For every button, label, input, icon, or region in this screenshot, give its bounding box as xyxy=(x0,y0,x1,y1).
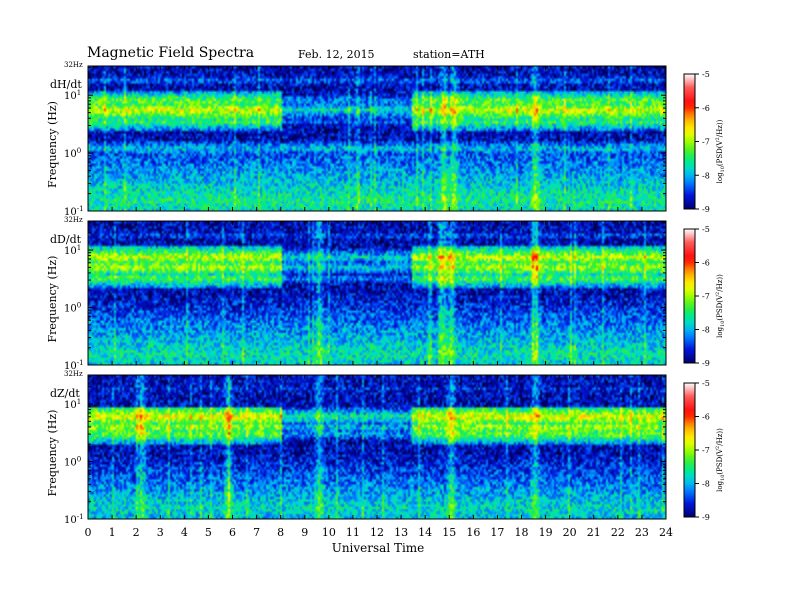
top-frequency-label: 32Hz xyxy=(64,216,83,224)
colorbar xyxy=(683,73,696,210)
x-tick-label: 3 xyxy=(157,526,164,539)
x-tick-label: 0 xyxy=(85,526,92,539)
colorbar-tick-label: -7 xyxy=(702,446,710,455)
x-tick-label: 23 xyxy=(635,526,649,539)
x-tick-label: 24 xyxy=(659,526,673,539)
spectrogram-panel-1-image xyxy=(88,66,666,211)
y-tick-label: 100 xyxy=(64,147,81,160)
colorbar-tick-label: -6 xyxy=(702,104,710,113)
x-tick-label: 17 xyxy=(490,526,504,539)
y-tick-label: 101 xyxy=(64,398,81,411)
top-frequency-label: 32Hz xyxy=(64,370,83,378)
colorbar-tick-label: -9 xyxy=(702,359,710,368)
x-tick-label: 21 xyxy=(587,526,601,539)
x-tick-label: 16 xyxy=(466,526,480,539)
x-tick-label: 1 xyxy=(109,526,116,539)
x-tick-label: 19 xyxy=(539,526,553,539)
x-tick-label: 15 xyxy=(442,526,456,539)
y-tick-label: 101 xyxy=(64,89,81,102)
colorbar-label: log10(PSD(V2/Hz)) xyxy=(715,274,726,338)
colorbar-tick-label: -5 xyxy=(702,225,710,234)
x-tick-label: 13 xyxy=(394,526,408,539)
y-tick-label: 10-1 xyxy=(64,513,84,526)
chart-title: Magnetic Field Spectra xyxy=(87,45,255,61)
colorbar-tick-label: -8 xyxy=(702,326,710,335)
x-tick-label: 2 xyxy=(133,526,140,539)
spectrogram-panel-2-image xyxy=(88,221,666,365)
x-tick-label: 12 xyxy=(370,526,384,539)
panel-label: dZ/dt xyxy=(50,387,80,400)
colorbar-label: log10(PSD(V2/Hz)) xyxy=(715,428,726,492)
colorbar-tick-label: -9 xyxy=(702,205,710,214)
colorbar-tick-label: -6 xyxy=(702,413,710,422)
colorbar-label: log10(PSD(V2/Hz)) xyxy=(715,119,726,183)
date-label: Feb. 12, 2015 xyxy=(298,48,375,61)
panel-label: dH/dt xyxy=(50,78,82,91)
colorbar-tick-label: -7 xyxy=(702,292,710,301)
y-axis-label: Frequency (Hz) xyxy=(46,101,59,188)
y-tick-label: 100 xyxy=(64,456,81,469)
y-tick-label: 100 xyxy=(64,302,81,315)
y-axis-label: Frequency (Hz) xyxy=(46,410,59,497)
x-tick-label: 7 xyxy=(253,526,260,539)
x-tick-label: 4 xyxy=(181,526,188,539)
colorbar-tick-label: -9 xyxy=(702,513,710,522)
colorbar-tick-label: -8 xyxy=(702,171,710,180)
x-tick-label: 10 xyxy=(322,526,336,539)
colorbar xyxy=(683,228,696,364)
x-axis-label: Universal Time xyxy=(332,541,425,555)
y-axis-label: Frequency (Hz) xyxy=(46,256,59,343)
x-tick-label: 5 xyxy=(205,526,212,539)
colorbar-tick-label: -6 xyxy=(702,259,710,268)
spectrogram-panel-3-image xyxy=(88,375,666,519)
x-tick-label: 11 xyxy=(346,526,360,539)
x-tick-label: 22 xyxy=(611,526,625,539)
y-tick-label: 101 xyxy=(64,244,81,257)
colorbar xyxy=(683,382,696,518)
x-tick-label: 9 xyxy=(301,526,308,539)
x-tick-label: 14 xyxy=(418,526,432,539)
colorbar-tick-label: -5 xyxy=(702,379,710,388)
y-tick-label: 10-1 xyxy=(64,359,84,372)
colorbar-tick-label: -8 xyxy=(702,480,710,489)
top-frequency-label: 32Hz xyxy=(64,61,83,69)
station-label: station=ATH xyxy=(413,48,485,61)
panel-label: dD/dt xyxy=(50,233,82,246)
colorbar-tick-label: -5 xyxy=(702,70,710,79)
x-tick-label: 8 xyxy=(277,526,284,539)
x-tick-label: 6 xyxy=(229,526,236,539)
y-tick-label: 10-1 xyxy=(64,205,84,218)
x-tick-label: 18 xyxy=(515,526,529,539)
x-tick-label: 20 xyxy=(563,526,577,539)
colorbar-tick-label: -7 xyxy=(702,138,710,147)
